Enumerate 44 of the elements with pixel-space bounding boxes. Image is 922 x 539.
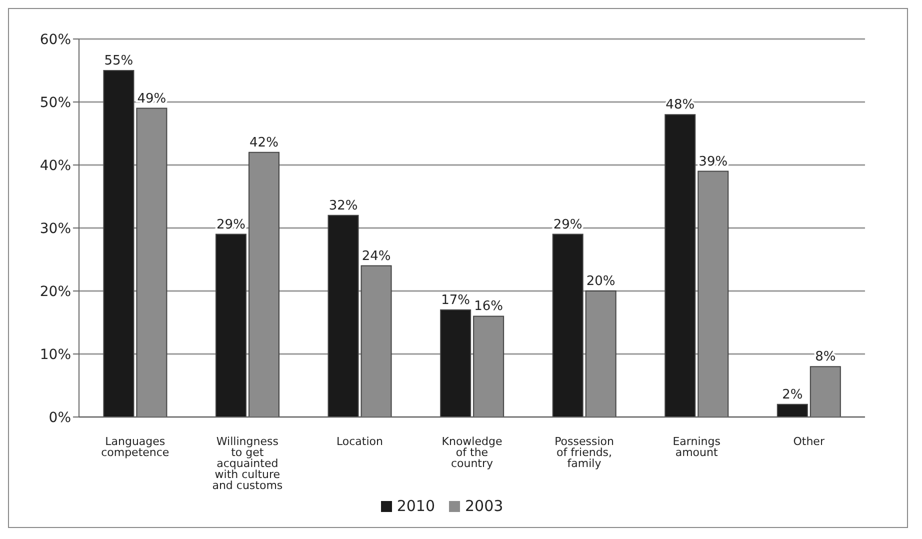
bar — [776, 404, 808, 417]
x-tick-label: Possession of friends, family — [554, 434, 614, 470]
x-tick-label: Location — [336, 434, 383, 448]
bar — [473, 316, 504, 417]
bar — [552, 234, 584, 417]
y-tick-label: 10% — [40, 346, 71, 363]
data-label: 20% — [586, 274, 616, 289]
bar — [810, 366, 841, 417]
x-tick-label: Earnings amount — [672, 434, 721, 459]
bar — [440, 309, 472, 417]
bar — [664, 114, 696, 417]
y-tick-label: 40% — [40, 158, 71, 174]
data-label: 29% — [553, 217, 582, 232]
x-tick-label: Knowledge of the country — [442, 434, 502, 470]
y-tick-label: 20% — [40, 284, 71, 300]
y-tick-label: 50% — [40, 94, 71, 111]
y-tick-label: 0% — [48, 410, 71, 426]
data-label: 17% — [441, 292, 470, 308]
data-label: 2% — [782, 387, 803, 402]
data-label: 48% — [666, 98, 695, 113]
data-label: 8% — [815, 350, 836, 365]
y-tick-label: 30% — [40, 220, 71, 237]
x-tick-label: Willingness to get acquainted with culture and customs — [212, 434, 283, 492]
bar — [585, 290, 616, 417]
x-tick-label: Languages competence — [101, 434, 170, 459]
bar — [103, 70, 134, 417]
x-tick-label: Other — [793, 434, 825, 448]
bar — [215, 234, 246, 417]
data-label: 16% — [474, 299, 504, 314]
legend-label: 2010 — [396, 497, 435, 515]
bar — [136, 108, 168, 417]
data-label: 24% — [362, 248, 391, 264]
bar — [698, 170, 729, 417]
data-label: 32% — [328, 198, 358, 214]
data-label: 55% — [104, 54, 134, 68]
data-label: 29% — [216, 217, 246, 232]
legend-label: 2003 — [464, 497, 504, 515]
data-label: 39% — [698, 154, 728, 170]
bar — [248, 152, 280, 417]
data-label: 49% — [137, 91, 166, 106]
y-tick-label: 60% — [40, 32, 71, 48]
data-label: 42% — [250, 135, 278, 150]
bar — [328, 214, 359, 417]
bar — [360, 265, 392, 417]
